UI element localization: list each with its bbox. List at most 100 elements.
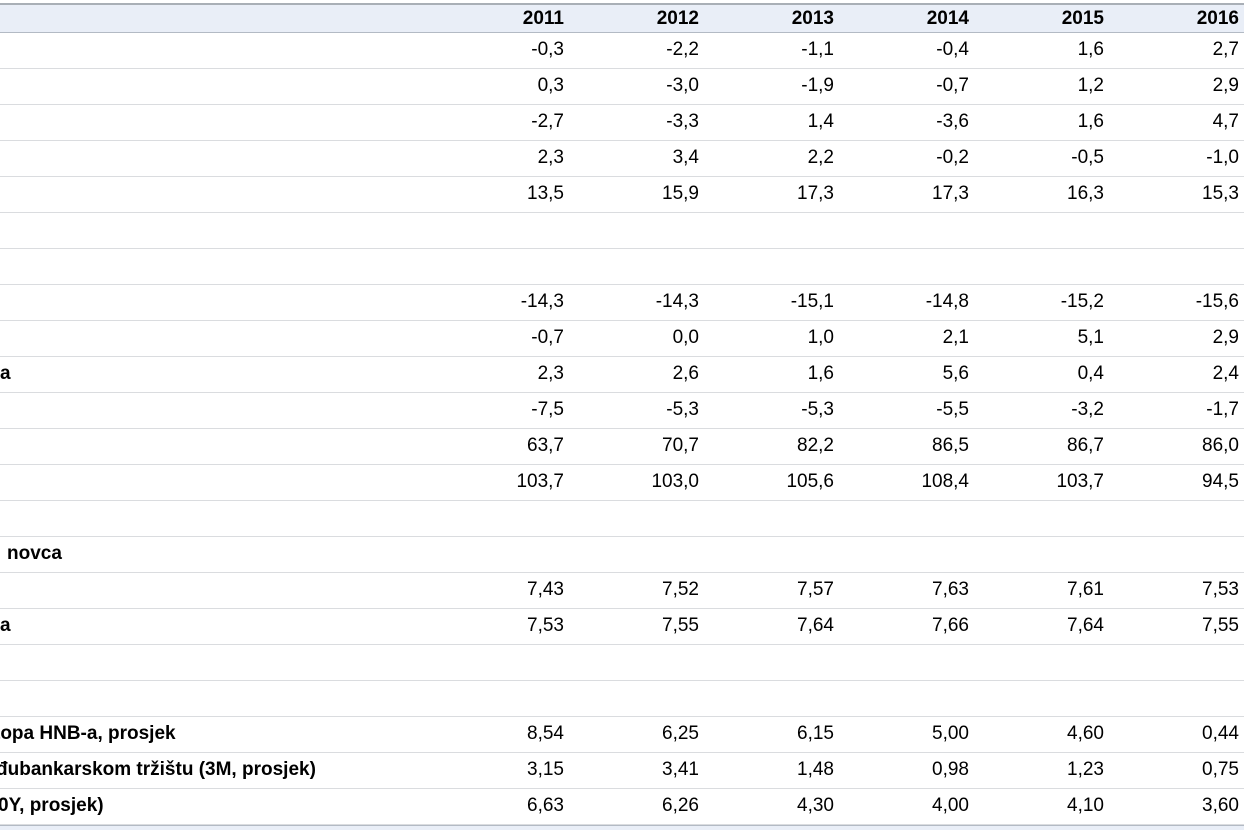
value-cell[interactable]: 3,60 xyxy=(1202,795,1239,816)
value-cell[interactable]: 15,3 xyxy=(1202,183,1239,204)
value-cell[interactable] xyxy=(434,249,569,284)
value-cell[interactable] xyxy=(974,501,1109,536)
row-label[interactable] xyxy=(0,249,434,284)
row-label[interactable] xyxy=(0,429,434,464)
value-cell[interactable]: 4,7 xyxy=(1212,111,1239,132)
value-cell[interactable]: 2,4 xyxy=(1212,363,1239,384)
value-cell[interactable]: 1,6 xyxy=(1077,111,1104,132)
value-cell[interactable] xyxy=(974,681,1109,716)
value-cell[interactable] xyxy=(434,681,569,716)
value-cell[interactable]: 103,7 xyxy=(1056,471,1104,492)
value-cell[interactable]: 7,57 xyxy=(797,579,834,600)
value-cell[interactable]: 0,98 xyxy=(932,759,969,780)
value-cell[interactable] xyxy=(839,249,974,284)
row-label[interactable]: a xyxy=(0,615,11,636)
row-label[interactable] xyxy=(0,321,434,356)
value-cell[interactable] xyxy=(434,501,569,536)
row-label[interactable] xyxy=(0,213,434,248)
row-label[interactable]: 0Y, prosjek) xyxy=(0,795,104,816)
row-label[interactable] xyxy=(0,501,434,536)
value-cell[interactable] xyxy=(704,501,839,536)
value-cell[interactable]: 3,4 xyxy=(672,147,699,168)
value-cell[interactable]: -1,0 xyxy=(1206,147,1239,168)
value-cell[interactable]: -5,3 xyxy=(666,399,699,420)
row-label[interactable] xyxy=(0,285,434,320)
value-cell[interactable]: -0,3 xyxy=(531,39,564,60)
value-cell[interactable]: -1,1 xyxy=(801,39,834,60)
value-cell[interactable]: -7,5 xyxy=(531,399,564,420)
value-cell[interactable]: 2,9 xyxy=(1212,75,1239,96)
value-cell[interactable]: 2,2 xyxy=(807,147,834,168)
row-label[interactable] xyxy=(0,105,434,140)
value-cell[interactable]: 70,7 xyxy=(662,435,699,456)
value-cell[interactable] xyxy=(704,213,839,248)
value-cell[interactable]: 16,3 xyxy=(1067,183,1104,204)
value-cell[interactable]: -15,2 xyxy=(1060,291,1104,312)
value-cell[interactable]: -3,2 xyxy=(1071,399,1104,420)
value-cell[interactable] xyxy=(1109,681,1244,716)
value-cell[interactable]: 7,64 xyxy=(1067,615,1104,636)
value-cell[interactable]: 15,9 xyxy=(662,183,699,204)
value-cell[interactable]: 86,0 xyxy=(1202,435,1239,456)
value-cell[interactable]: -15,1 xyxy=(790,291,834,312)
value-cell[interactable]: 82,2 xyxy=(797,435,834,456)
year-header-2015[interactable]: 2015 xyxy=(1061,8,1104,29)
row-label[interactable] xyxy=(0,177,434,212)
value-cell[interactable]: 7,43 xyxy=(527,579,564,600)
header-label-cell[interactable] xyxy=(0,5,434,32)
value-cell[interactable]: 86,5 xyxy=(932,435,969,456)
value-cell[interactable]: 6,26 xyxy=(662,795,699,816)
row-label[interactable] xyxy=(0,681,434,716)
value-cell[interactable]: 7,61 xyxy=(1067,579,1104,600)
row-label[interactable] xyxy=(0,645,434,680)
value-cell[interactable] xyxy=(569,537,704,572)
value-cell[interactable]: 7,63 xyxy=(932,579,969,600)
row-label[interactable] xyxy=(0,141,434,176)
value-cell[interactable]: 2,3 xyxy=(537,147,564,168)
year-header-2012[interactable]: 2012 xyxy=(656,8,699,29)
value-cell[interactable] xyxy=(839,681,974,716)
value-cell[interactable]: 103,0 xyxy=(651,471,699,492)
value-cell[interactable]: 13,5 xyxy=(527,183,564,204)
value-cell[interactable]: 4,00 xyxy=(932,795,969,816)
value-cell[interactable]: 1,0 xyxy=(807,327,834,348)
value-cell[interactable]: -3,0 xyxy=(666,75,699,96)
value-cell[interactable]: 0,44 xyxy=(1202,723,1239,744)
value-cell[interactable] xyxy=(704,537,839,572)
value-cell[interactable] xyxy=(1109,249,1244,284)
row-label[interactable]: đubankarskom tržištu (3M, prosjek) xyxy=(0,759,316,780)
value-cell[interactable]: 1,6 xyxy=(807,363,834,384)
value-cell[interactable]: 0,3 xyxy=(537,75,564,96)
value-cell[interactable] xyxy=(839,501,974,536)
value-cell[interactable]: -2,7 xyxy=(531,111,564,132)
row-label[interactable] xyxy=(0,465,434,500)
value-cell[interactable]: -1,9 xyxy=(801,75,834,96)
value-cell[interactable]: 4,30 xyxy=(797,795,834,816)
value-cell[interactable]: 7,53 xyxy=(527,615,564,636)
value-cell[interactable]: -0,2 xyxy=(936,147,969,168)
row-label[interactable]: topa HNB-a, prosjek xyxy=(0,723,176,744)
value-cell[interactable] xyxy=(1109,537,1244,572)
year-header-2014[interactable]: 2014 xyxy=(926,8,969,29)
year-header-2013[interactable]: 2013 xyxy=(791,8,834,29)
value-cell[interactable]: 7,55 xyxy=(1202,615,1239,636)
value-cell[interactable]: 2,7 xyxy=(1212,39,1239,60)
row-label[interactable] xyxy=(0,393,434,428)
value-cell[interactable]: 7,55 xyxy=(662,615,699,636)
value-cell[interactable]: -5,3 xyxy=(801,399,834,420)
value-cell[interactable]: 94,5 xyxy=(1202,471,1239,492)
value-cell[interactable]: 2,3 xyxy=(537,363,564,384)
value-cell[interactable]: 7,64 xyxy=(797,615,834,636)
value-cell[interactable]: 0,75 xyxy=(1202,759,1239,780)
value-cell[interactable]: 4,10 xyxy=(1067,795,1104,816)
value-cell[interactable]: 2,1 xyxy=(942,327,969,348)
value-cell[interactable] xyxy=(434,537,569,572)
value-cell[interactable] xyxy=(569,249,704,284)
row-label[interactable] xyxy=(0,573,434,608)
value-cell[interactable] xyxy=(974,645,1109,680)
value-cell[interactable]: 5,00 xyxy=(932,723,969,744)
row-label[interactable] xyxy=(0,69,434,104)
value-cell[interactable]: -14,8 xyxy=(925,291,969,312)
value-cell[interactable]: 0,0 xyxy=(672,327,699,348)
value-cell[interactable]: -5,5 xyxy=(936,399,969,420)
